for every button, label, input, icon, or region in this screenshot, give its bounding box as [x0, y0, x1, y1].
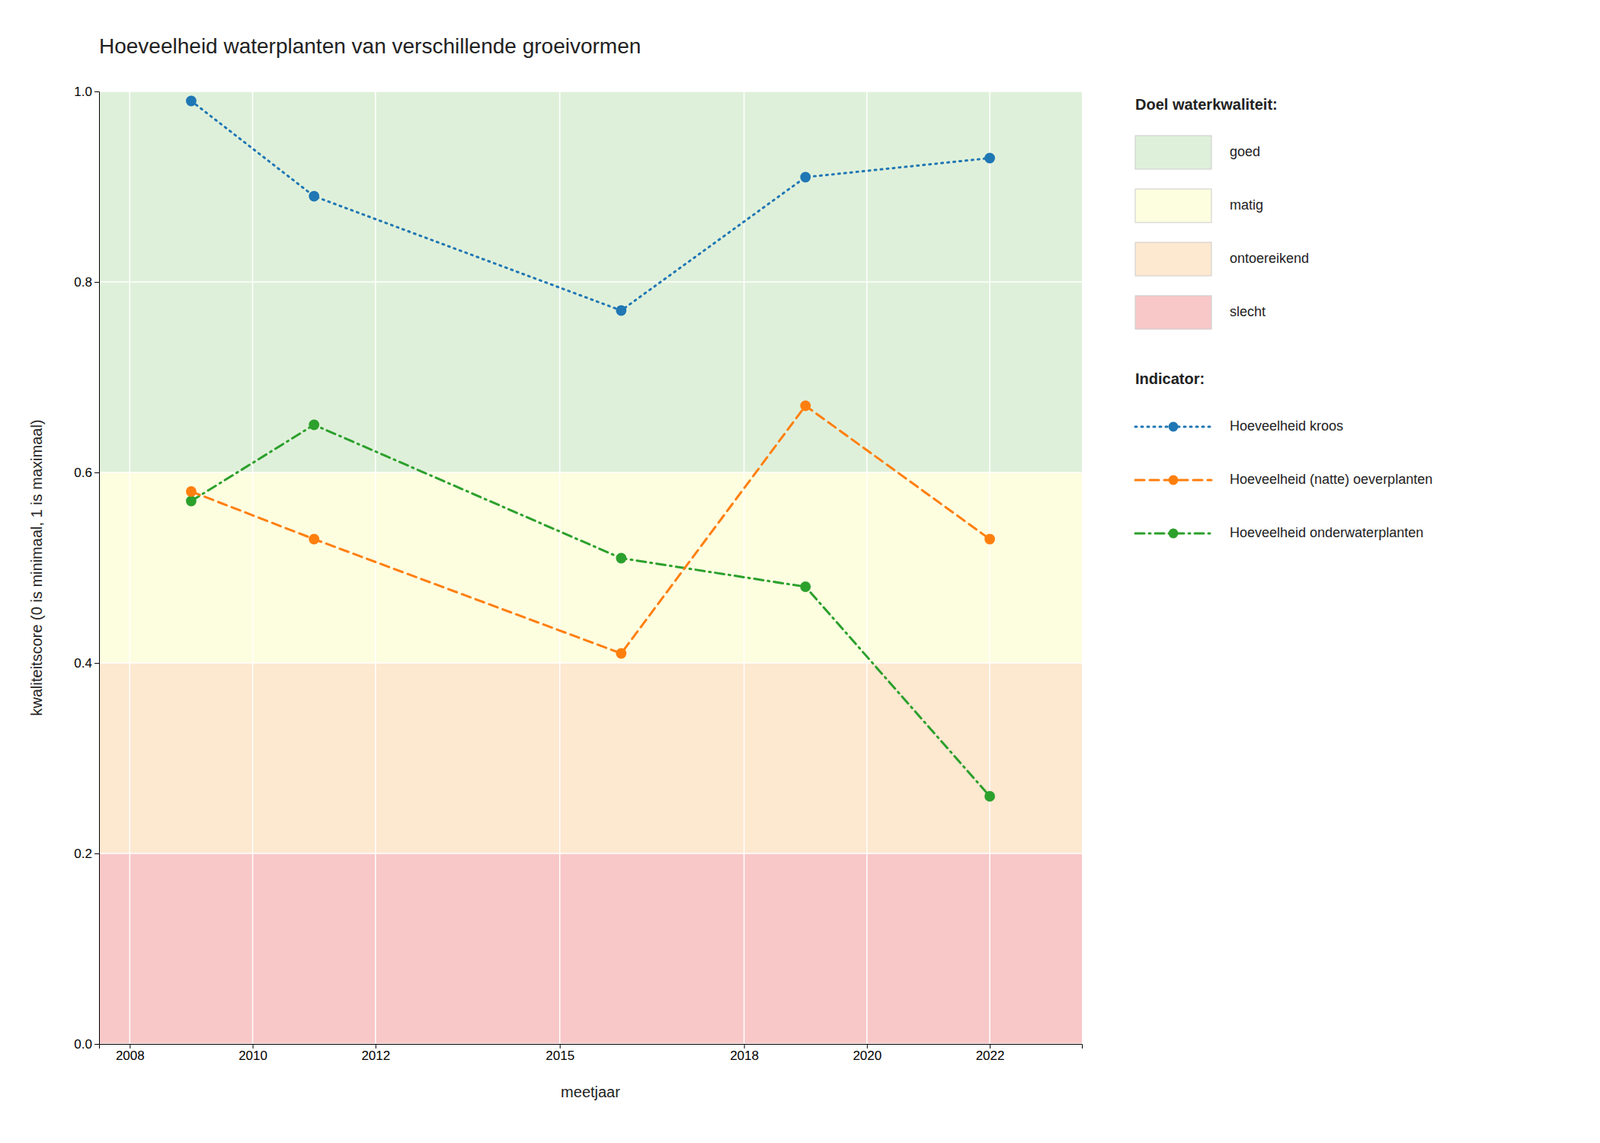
- legend: Doel waterkwaliteit: goed matig ontoereiken…: [1135, 96, 1433, 540]
- legend-swatch: [1135, 135, 1212, 170]
- series-line: [191, 406, 990, 654]
- y-axis-tick: 0.0: [73, 1036, 100, 1052]
- legend-marker: [1168, 475, 1179, 486]
- series-marker: [984, 153, 996, 164]
- y-axis-tick: 0.6: [73, 465, 100, 480]
- grid-line: [99, 662, 1082, 664]
- background-zone: [99, 662, 1082, 854]
- series-marker: [615, 648, 627, 660]
- x-axis-title: meetjaar: [560, 1083, 621, 1101]
- grid-line: [99, 91, 1082, 93]
- y-axis-tick-label: 0.4: [73, 656, 93, 671]
- series-marker: [185, 486, 197, 497]
- y-axis-tick: 1.0: [73, 84, 100, 100]
- series: [185, 419, 996, 802]
- y-axis-tick-label: 0.2: [73, 846, 93, 861]
- legend-label: goed: [1229, 144, 1261, 160]
- series-marker: [615, 553, 627, 564]
- grid-line: [99, 852, 1082, 855]
- x-axis: 2008 2010 2012 2015 2018 2020 2022: [99, 1043, 1083, 1063]
- x-axis-tick-label: 2008: [115, 1048, 145, 1063]
- legend-label: ontoereikend: [1229, 250, 1309, 266]
- y-axis-tick-mark: [94, 281, 100, 283]
- legend-marker: [1168, 528, 1179, 539]
- series-marker: [800, 581, 811, 592]
- legend-label: matig: [1229, 197, 1264, 213]
- y-axis-title: kwaliteitscore (0 is minimaal, 1 is maxi…: [28, 419, 45, 717]
- grid-line: [743, 91, 746, 1044]
- y-axis-tick: 0.8: [73, 275, 100, 290]
- y-axis-tick-label: 0.6: [73, 465, 93, 480]
- series-marker: [308, 534, 320, 545]
- legend-label: Hoeveelheid onderwaterplanten: [1229, 524, 1424, 541]
- x-axis-tick-label: 2022: [976, 1048, 1005, 1063]
- x-axis-tick: 2015: [545, 1043, 575, 1063]
- legend-label: slecht: [1229, 304, 1266, 320]
- grid-line: [99, 281, 1082, 283]
- y-axis-tick-mark: [94, 662, 100, 664]
- grid-line: [988, 91, 991, 1044]
- x-axis-tick-label: 2015: [545, 1048, 575, 1063]
- x-axis-tick-label: 2020: [852, 1048, 882, 1063]
- series-marker: [984, 534, 996, 545]
- x-axis-tick: 2012: [361, 1043, 391, 1063]
- x-axis-tick: 2020: [852, 1043, 882, 1063]
- series-marker: [800, 172, 811, 183]
- background-zone: [99, 91, 1082, 473]
- background-zone: [99, 472, 1082, 663]
- grid-line: [559, 91, 561, 1044]
- grid-line: [129, 91, 132, 1044]
- x-axis-tick: 2018: [729, 1043, 759, 1063]
- plot-area: [99, 91, 1082, 1044]
- x-axis-tick: 2010: [238, 1043, 268, 1063]
- y-axis-tick-label: 0.0: [73, 1036, 93, 1052]
- series-marker: [185, 96, 197, 107]
- y-axis-tick-label: 0.8: [73, 275, 93, 290]
- background-zone: [99, 853, 1082, 1044]
- grid-line: [252, 91, 254, 1044]
- y-axis-tick-mark: [94, 472, 100, 474]
- legend-label: Hoeveelheid kroos: [1229, 418, 1344, 434]
- series-marker: [185, 496, 197, 507]
- legend-title: Indicator:: [1135, 370, 1205, 388]
- x-axis-tick: 2022: [976, 1043, 1005, 1063]
- series-line: [191, 425, 990, 797]
- series-line: [191, 101, 990, 311]
- legend-swatch: [1135, 242, 1212, 276]
- series-marker: [308, 419, 320, 431]
- y-axis-tick-mark: [94, 1043, 100, 1045]
- y-axis-tick-label: 1.0: [73, 84, 93, 100]
- grid-line: [99, 1043, 1082, 1044]
- y-axis-tick-mark: [94, 91, 100, 93]
- y-axis-tick: 0.4: [73, 656, 100, 671]
- y-axis-line: [94, 92, 100, 1045]
- x-axis-tick: 2008: [115, 1043, 145, 1063]
- series-marker: [308, 191, 320, 202]
- series-marker: [615, 305, 627, 317]
- chart: 2008 2010 2012 2015 2018 2020 2022 0.0 0.2 0.4 0.6…: [0, 0, 1600, 1143]
- series: [185, 400, 996, 660]
- legend-swatch: [1135, 295, 1212, 330]
- legend-label: Hoeveelheid (natte) oeverplanten: [1229, 471, 1433, 487]
- x-axis-tick-label: 2012: [361, 1048, 391, 1063]
- legend-swatch: [1135, 188, 1212, 223]
- legend-marker: [1168, 422, 1179, 432]
- chart-title: Hoeveelheid waterplanten van verschillen…: [99, 34, 641, 58]
- series-marker: [800, 400, 811, 412]
- grid-line: [374, 91, 377, 1044]
- plot: 2008 2010 2012 2015 2018 2020 2022 0.0 0.2 0.4 0.6…: [73, 84, 1082, 1063]
- grid-line: [99, 471, 1082, 474]
- grid-line: [866, 91, 868, 1044]
- series: [185, 96, 996, 317]
- y-axis: 0.0 0.2 0.4 0.6 0.8 1.0: [73, 84, 100, 1052]
- grid: [99, 91, 1082, 1044]
- y-axis-tick: 0.2: [73, 846, 100, 861]
- series-marker: [984, 790, 996, 802]
- x-axis-tick-label: 2018: [729, 1048, 759, 1063]
- y-axis-tick-mark: [94, 853, 100, 855]
- legend-title: Doel waterkwaliteit:: [1135, 96, 1278, 113]
- x-axis-tick-label: 2010: [238, 1048, 268, 1063]
